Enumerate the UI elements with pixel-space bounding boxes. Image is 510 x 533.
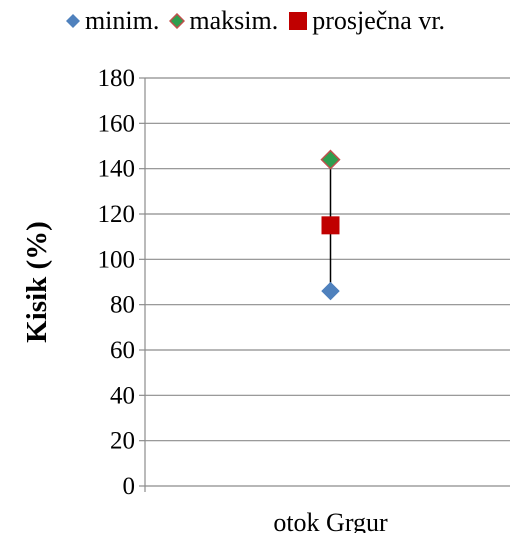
y-tick-label: 80: [110, 292, 135, 319]
data-point-max: [320, 149, 341, 170]
y-tick-label: 160: [98, 110, 136, 137]
y-tick-label: 120: [98, 201, 136, 228]
legend: minim. maksim. prosječna vr.: [0, 6, 510, 36]
legend-label-min: minim.: [84, 6, 160, 35]
data-point-avg: [321, 216, 340, 235]
legend-item-avg: prosječna vr.: [288, 6, 445, 36]
y-tick-label: 20: [110, 428, 135, 455]
y-tick-label: 140: [98, 156, 136, 183]
y-tick-label: 60: [110, 337, 135, 364]
y-tick-label: 180: [98, 65, 136, 92]
legend-label-avg: prosječna vr.: [312, 6, 446, 35]
square-icon: [289, 12, 308, 30]
y-tick-label: 40: [110, 382, 135, 409]
legend-item-max: maksim.: [169, 6, 278, 36]
y-axis-title: Kisik (%): [21, 221, 53, 343]
legend-label-max: maksim.: [189, 6, 279, 35]
data-point-min: [321, 281, 340, 301]
y-tick-label: 0: [123, 473, 136, 500]
diamond-icon: [65, 14, 80, 28]
legend-item-min: minim.: [65, 6, 159, 36]
x-tick-label: otok Grgur: [273, 508, 388, 533]
diamond-icon: [169, 13, 186, 29]
y-tick-label: 100: [98, 246, 136, 273]
